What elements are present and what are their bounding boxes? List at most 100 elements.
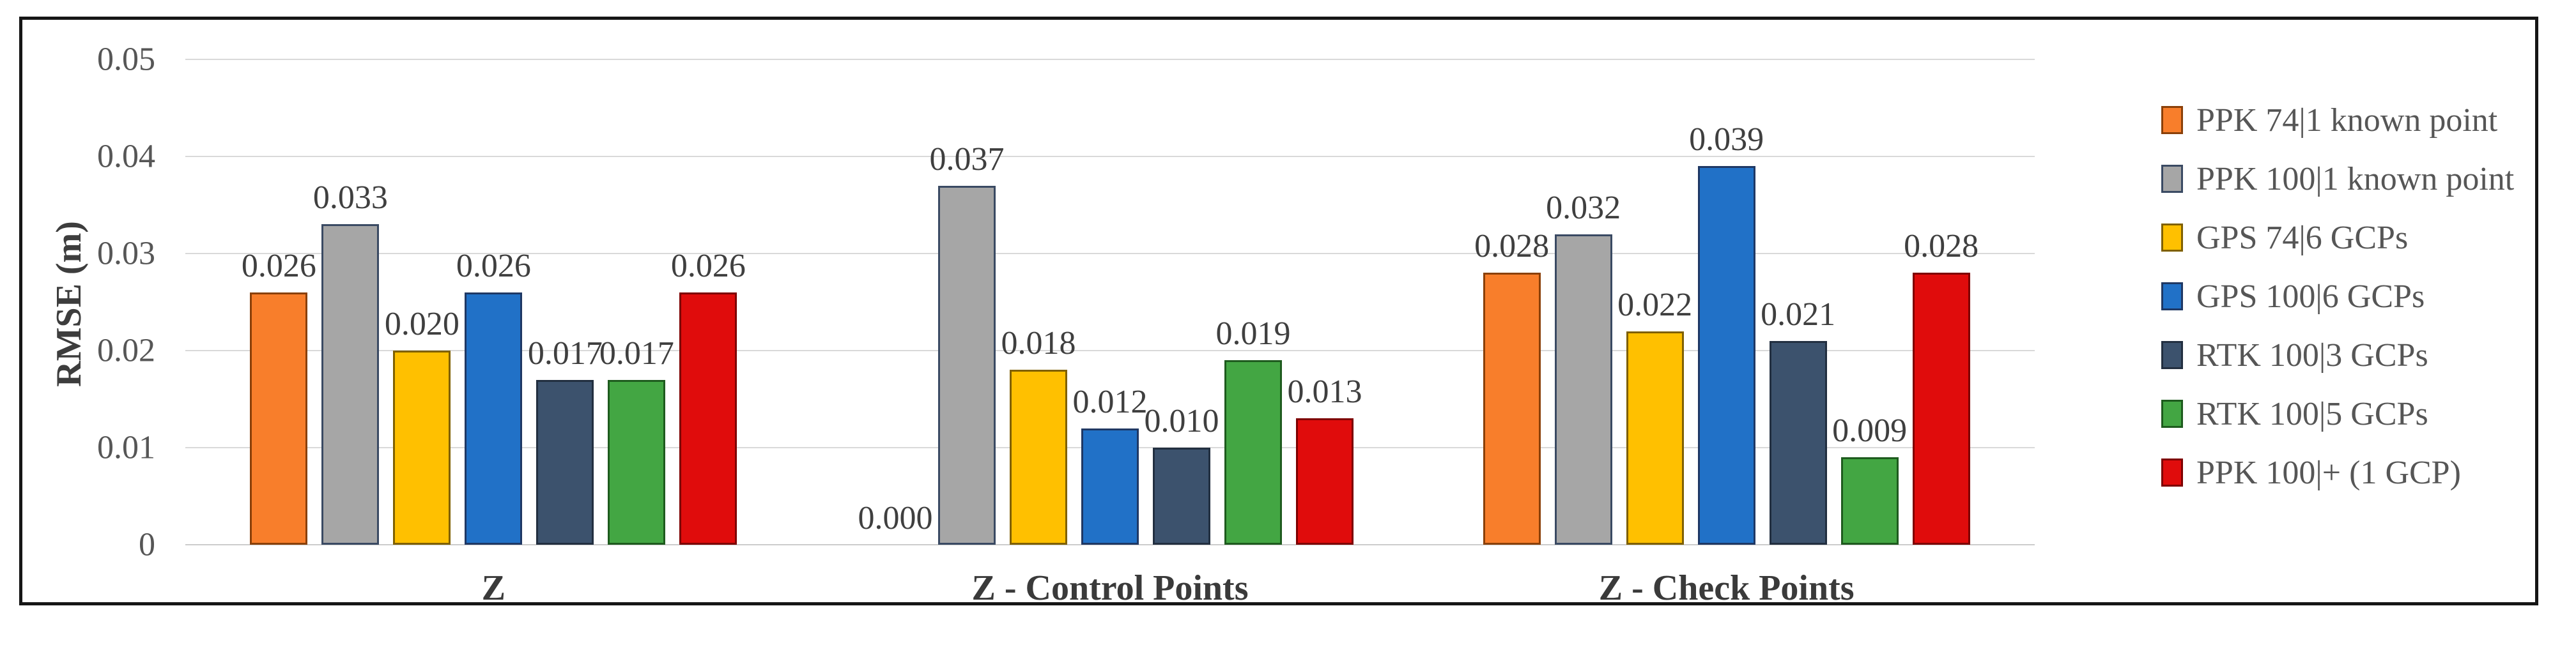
- bar-cell-g2-s2: 0.037: [930, 59, 1005, 545]
- gridline: [185, 59, 2035, 60]
- plot-area: 0.026 0.033 0.020 0.026 0.017 0.017 0.026 0.000…: [185, 59, 2035, 545]
- legend-swatch-icon: [2161, 282, 2183, 310]
- legend-label: GPS 100|6 GCPs: [2196, 278, 2425, 315]
- legend: PPK 74|1 known point PPK 100|1 known poin…: [2161, 101, 2514, 492]
- bar-g2-s5: [1153, 448, 1210, 545]
- bar-g2-s3: [1010, 370, 1067, 545]
- bar-g1-s3: [393, 351, 451, 545]
- legend-swatch-icon: [2161, 106, 2183, 134]
- bar-value-label: 0.012: [1072, 384, 1148, 420]
- legend-swatch-icon: [2161, 459, 2183, 487]
- bar-value-label: 0.039: [1689, 121, 1764, 158]
- bar-g1-s5: [536, 380, 594, 545]
- bar-value-label: 0.021: [1761, 296, 1836, 333]
- bar-cell-g3-s1: 0.028: [1474, 59, 1549, 545]
- legend-label: PPK 100|1 known point: [2196, 160, 2515, 197]
- bar-g3-s1: [1483, 273, 1541, 545]
- chart-frame: RMSE (m) 0.05 0.04 0.03 0.02 0.01 0 0.026 0.03…: [19, 17, 2538, 608]
- legend-label: PPK 74|1 known point: [2196, 102, 2498, 139]
- y-tick-label: 0: [139, 526, 155, 563]
- bar-value-label: 0.010: [1144, 403, 1219, 439]
- bar-groups: 0.026 0.033 0.020 0.026 0.017 0.017 0.026 0.000…: [185, 59, 2035, 545]
- bar-cell-g2-s7: 0.013: [1288, 59, 1362, 545]
- y-tick-label: 0.05: [97, 41, 155, 78]
- bar-value-label: 0.017: [599, 335, 674, 372]
- bar-g3-s7: [1912, 273, 1970, 545]
- bar-value-label: 0.022: [1617, 287, 1693, 323]
- category-label-1: Z: [481, 568, 506, 608]
- bar-g3-s6: [1840, 457, 1899, 545]
- legend-item-2: PPK 100|1 known point: [2161, 160, 2514, 198]
- legend-swatch-icon: [2161, 165, 2183, 193]
- category-label-2: Z - Control Points: [971, 568, 1249, 608]
- bar-cell-g1-s1: 0.026: [242, 59, 316, 545]
- bar-value-label: 0.009: [1832, 413, 1908, 449]
- bar-value-label: 0.032: [1546, 190, 1621, 226]
- bar-value-label: 0.026: [456, 248, 531, 284]
- gridline: [185, 156, 2035, 157]
- bar-value-label: 0.026: [241, 248, 316, 284]
- legend-item-6: RTK 100|5 GCPs: [2161, 395, 2514, 433]
- bar-cell-g2-s3: 0.018: [1001, 59, 1076, 545]
- bar-cell-g3-s2: 0.032: [1546, 59, 1621, 545]
- y-tick-label: 0.03: [97, 235, 155, 272]
- bar-value-label: 0.000: [858, 500, 933, 536]
- bar-g2-s2: [938, 186, 996, 545]
- legend-label: GPS 74|6 GCPs: [2196, 219, 2409, 256]
- bar-g2-s6: [1224, 360, 1282, 545]
- bar-cell-g2-s1: 0.000: [858, 59, 933, 545]
- bar-value-label: 0.018: [1001, 325, 1076, 361]
- bar-g3-s3: [1626, 331, 1684, 545]
- bar-cell-g3-s5: 0.021: [1761, 59, 1835, 545]
- bar-group-2: 0.000 0.037 0.018 0.012 0.010 0.019 0.013: [802, 59, 1419, 545]
- legend-item-4: GPS 100|6 GCPs: [2161, 277, 2514, 315]
- bar-cell-g2-s5: 0.010: [1145, 59, 1219, 545]
- bar-value-label: 0.026: [670, 248, 746, 284]
- bar-cell-g3-s4: 0.039: [1689, 59, 1764, 545]
- bar-value-label: 0.013: [1287, 374, 1362, 410]
- bar-g1-s7: [679, 292, 737, 545]
- bar-cell-g2-s6: 0.019: [1216, 59, 1291, 545]
- bar-cell-g3-s3: 0.022: [1617, 59, 1692, 545]
- bar-value-label: 0.017: [527, 335, 603, 372]
- bar-value-label: 0.020: [384, 306, 459, 342]
- bar-cell-g1-s5: 0.017: [528, 59, 603, 545]
- legend-item-3: GPS 74|6 GCPs: [2161, 218, 2514, 257]
- bar-cell-g1-s7: 0.026: [671, 59, 746, 545]
- bar-g1-s6: [608, 380, 666, 545]
- bar-cell-g3-s6: 0.009: [1832, 59, 1907, 545]
- legend-label: RTK 100|3 GCPs: [2196, 337, 2428, 374]
- bar-g3-s5: [1769, 341, 1827, 545]
- bar-cell-g3-s7: 0.028: [1904, 59, 1978, 545]
- bar-g1-s2: [321, 224, 380, 545]
- bar-g2-s4: [1081, 428, 1139, 545]
- legend-item-1: PPK 74|1 known point: [2161, 101, 2514, 139]
- y-axis-tick-labels: 0.05 0.04 0.03 0.02 0.01 0: [22, 42, 155, 563]
- bar-g2-s7: [1296, 418, 1354, 545]
- gridline: [185, 350, 2035, 351]
- bar-cell-g1-s6: 0.017: [599, 59, 674, 545]
- category-label-3: Z - Check Points: [1598, 568, 1855, 608]
- bar-g3-s2: [1554, 234, 1612, 545]
- bar-cell-g1-s2: 0.033: [313, 59, 388, 545]
- y-tick-label: 0.01: [97, 429, 155, 466]
- legend-swatch-icon: [2161, 341, 2183, 369]
- y-tick-label: 0.04: [97, 138, 155, 175]
- bar-value-label: 0.028: [1474, 228, 1550, 264]
- bar-g1-s4: [465, 292, 523, 545]
- legend-item-7: PPK 100|+ (1 GCP): [2161, 453, 2514, 492]
- bar-value-label: 0.028: [1904, 228, 1979, 264]
- bar-value-label: 0.037: [929, 141, 1005, 178]
- bar-group-3: 0.028 0.032 0.022 0.039 0.021 0.009 0.028: [1418, 59, 2035, 545]
- bar-cell-g1-s3: 0.020: [385, 59, 459, 545]
- bar-g3-s4: [1697, 166, 1755, 545]
- bar-group-1: 0.026 0.033 0.020 0.026 0.017 0.017 0.026: [185, 59, 802, 545]
- legend-label: PPK 100|+ (1 GCP): [2196, 454, 2461, 491]
- y-tick-label: 0.02: [97, 332, 155, 369]
- legend-swatch-icon: [2161, 224, 2183, 252]
- bar-cell-g2-s4: 0.012: [1073, 59, 1148, 545]
- bar-cell-g1-s4: 0.026: [456, 59, 531, 545]
- bar-value-label: 0.033: [312, 179, 388, 216]
- legend-item-5: RTK 100|3 GCPs: [2161, 336, 2514, 374]
